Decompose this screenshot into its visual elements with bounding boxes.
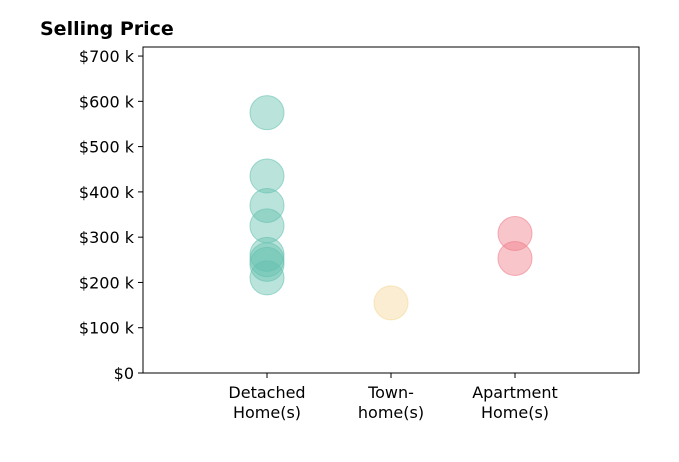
data-point [497,216,533,252]
data-point [497,240,533,276]
x-tick-label: Apartment [472,383,558,402]
chart-title: Selling Price [40,18,174,40]
data-point [373,285,409,321]
y-tick-label: $600 k [79,92,135,111]
data-point [249,246,285,282]
plot-points [249,95,533,321]
x-tick-label: Home(s) [233,403,301,422]
y-tick-label: $700 k [79,47,135,66]
x-tick-label: home(s) [358,403,424,422]
y-tick-label: $300 k [79,228,135,247]
x-axis: DetachedHome(s)Town-home(s)ApartmentHome… [228,373,558,422]
plot-frame [142,46,640,374]
x-tick-label: Detached [228,383,305,402]
data-point [249,260,285,296]
data-point [249,242,285,278]
y-tick-label: $200 k [79,273,135,292]
y-tick-label: $100 k [79,319,135,338]
data-point [249,187,285,223]
y-axis: $0 $100 k $200 k $300 k $400 k $500 k $600 k $7… [79,47,143,383]
y-tick-label: $0 [114,364,134,383]
y-tick-label: $400 k [79,183,135,202]
data-point [249,95,285,131]
x-tick-label: Town- [367,383,414,402]
y-tick-label: $500 k [79,138,135,157]
x-tick-label: Home(s) [481,403,549,422]
data-point [249,158,285,194]
